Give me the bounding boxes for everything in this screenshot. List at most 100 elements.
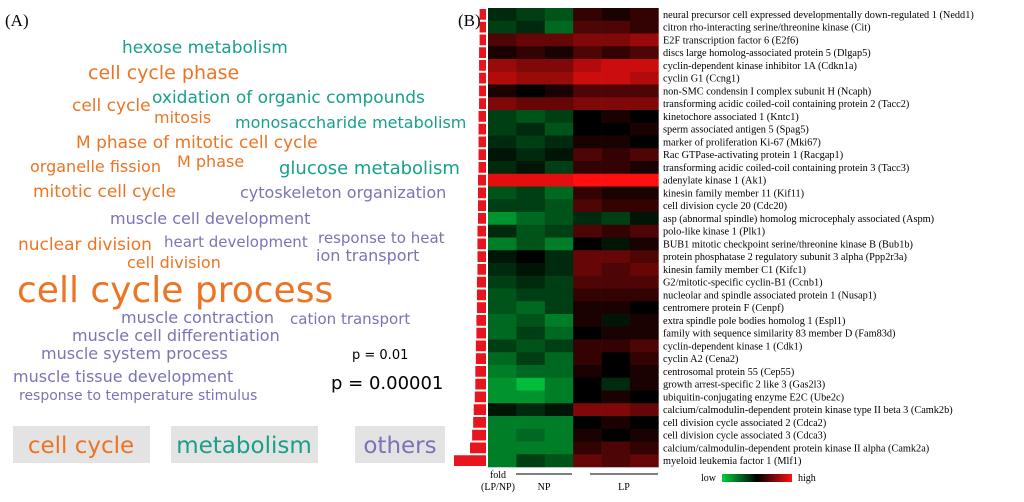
heat-cell (573, 186, 602, 200)
fold-bar (479, 98, 486, 109)
gene-label: myeloid leukemia factor 1 (Mlf1) (663, 456, 801, 467)
gene-label: nucleolar and spindle associated protein… (663, 290, 876, 301)
heat-cell (573, 263, 602, 277)
heat-cell (488, 84, 517, 98)
heat-cell (488, 403, 517, 417)
gene-label: cyclin-dependent kinase 1 (Cdk1) (663, 341, 802, 352)
heat-cell (601, 8, 631, 22)
gene-label: marker of proliferation Ki-67 (Mki67) (663, 137, 821, 148)
heat-cell (544, 33, 574, 47)
heat-cell (630, 46, 659, 60)
heat-cell (544, 250, 574, 264)
heat-cell (544, 84, 574, 98)
heat-cell (544, 186, 574, 200)
heat-cell (544, 339, 574, 353)
gene-label: Rac GTPase-activating protein 1 (Racgap1… (663, 150, 843, 161)
heat-cell (516, 263, 546, 277)
heat-cell (488, 275, 517, 289)
heat-cell (516, 352, 546, 366)
heat-cell (630, 403, 659, 417)
heat-cell (544, 314, 574, 328)
heat-cell (544, 173, 574, 187)
heat-cell (573, 173, 602, 187)
heat-cell (544, 161, 574, 175)
word: organelle fission (30, 157, 161, 176)
heat-cell (630, 301, 659, 315)
heat-cell (516, 301, 546, 315)
heat-cell (544, 122, 574, 136)
gene-label: kinesin family member 11 (Kif11) (663, 188, 804, 199)
word: muscle contraction (121, 308, 274, 327)
heat-cell (573, 84, 602, 98)
fold-bar (479, 85, 486, 97)
gene-label: centromere protein F (Cenpf) (663, 303, 784, 314)
heat-cell (544, 135, 574, 149)
legend-box (171, 426, 318, 463)
heat-cell (573, 199, 602, 213)
p-legend: p = 0.01 (352, 348, 408, 363)
heat-cell (601, 199, 631, 213)
heat-cell (601, 212, 631, 226)
group-label: NP (538, 482, 551, 493)
heat-cell (544, 8, 574, 22)
heat-cell (516, 339, 546, 353)
fold-bar (478, 200, 486, 211)
heat-cell (488, 314, 517, 328)
heat-cell (544, 148, 574, 162)
heat-cell (630, 71, 659, 85)
heat-cell (601, 186, 631, 200)
word: muscle cell differentiation (72, 326, 280, 345)
heat-cell (630, 339, 659, 353)
heat-cell (573, 339, 602, 353)
heat-cell (488, 288, 517, 302)
fold-label: (LP/NP) (481, 482, 515, 493)
heat-cell (488, 8, 517, 22)
fold-bar (479, 72, 486, 84)
heat-cell (488, 135, 517, 149)
heat-cell (630, 250, 659, 264)
heat-cell (601, 148, 631, 162)
heat-cell (630, 365, 659, 379)
heat-cell (630, 8, 659, 22)
heat-cell (544, 263, 574, 277)
colorbar-label: high (798, 473, 816, 484)
fold-bar (476, 302, 486, 313)
gene-label: calcium/calmodulin-dependent protein kin… (663, 443, 929, 454)
heat-cell (488, 59, 517, 73)
heat-cell (544, 275, 574, 289)
heat-cell (488, 263, 517, 277)
gene-label: adenylate kinase 1 (Ak1) (663, 176, 766, 187)
heat-cell (630, 224, 659, 238)
heat-cell (516, 59, 546, 73)
heat-cell (601, 224, 631, 238)
heat-cell (573, 390, 602, 404)
heat-cell (573, 8, 602, 22)
heat-cell (630, 428, 659, 442)
gene-label: ubiquitin-conjugating enzyme E2C (Ube2c) (663, 392, 844, 403)
heat-cell (516, 122, 546, 136)
heat-cell (544, 365, 574, 379)
word: glucose metabolism (279, 158, 460, 179)
legend-label: metabolism (176, 433, 312, 459)
heat-cell (601, 84, 631, 98)
heat-cell (573, 110, 602, 124)
heat-cell (488, 441, 517, 455)
word: nuclear division (18, 235, 152, 255)
heat-cell (516, 71, 546, 85)
heat-cell (488, 212, 517, 226)
heat-cell (544, 301, 574, 315)
heat-cell (630, 275, 659, 289)
heat-cell (488, 186, 517, 200)
heat-cell (601, 339, 631, 353)
heat-cell (601, 275, 631, 289)
fold-bar (478, 123, 486, 135)
heat-cell (601, 454, 631, 468)
heat-cell (601, 428, 631, 442)
heat-cell (488, 224, 517, 238)
heat-cell (516, 365, 546, 379)
heat-cell (544, 416, 574, 430)
heat-cell (630, 148, 659, 162)
heat-cell (544, 20, 574, 34)
heat-cell (601, 365, 631, 379)
heat-cell (630, 314, 659, 328)
